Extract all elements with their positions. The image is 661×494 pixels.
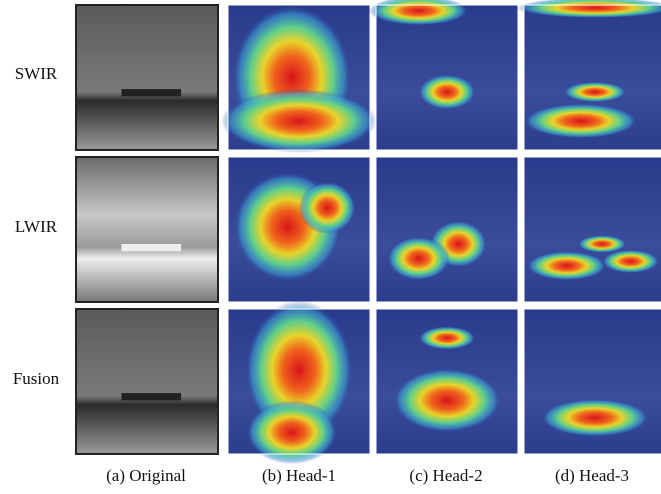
heat-blob [419, 75, 476, 110]
heat-blob [299, 182, 356, 234]
original-image [76, 5, 218, 150]
ship [121, 89, 181, 96]
heat-blob [602, 250, 659, 273]
column-caption: (c) Head-2 [409, 466, 482, 485]
ship [121, 244, 181, 251]
attention-map [524, 157, 661, 302]
ship [121, 393, 181, 400]
original-image [76, 157, 218, 302]
row-label: Fusion [13, 369, 60, 388]
page: {"rows": ["SWIR", "LWIR", "Fusion"], "co… [0, 0, 661, 494]
column-caption: (a) Original [106, 466, 186, 485]
heat-blob [527, 251, 607, 280]
row-label: LWIR [15, 217, 58, 236]
figure: SWIR LWIR Fusion (a) Original (b) Head-1… [0, 0, 661, 494]
original-image [76, 309, 218, 454]
heat-blob [564, 82, 626, 102]
panels [76, 0, 661, 464]
heat-blob [246, 400, 337, 464]
column-caption: (b) Head-1 [262, 466, 336, 485]
heat-blob [387, 237, 449, 281]
heat-blob [524, 104, 638, 139]
body: SWIR LWIR Fusion (a) Original (b) Head-1… [0, 0, 661, 494]
heat-blob [578, 235, 626, 252]
heat-blob [221, 89, 377, 153]
heat-blob [419, 326, 476, 349]
column-caption: (d) Head-3 [555, 466, 629, 485]
heat-blob [393, 368, 501, 432]
row-label: SWIR [15, 64, 58, 83]
heat-blob [541, 399, 649, 437]
